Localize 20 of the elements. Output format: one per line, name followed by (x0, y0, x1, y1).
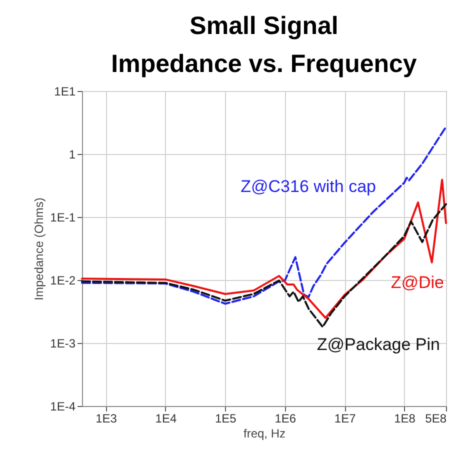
x-tick-label: 1E8 (394, 412, 416, 426)
y-tick-label: 1E1 (54, 84, 76, 98)
y-tick-label: 1E-3 (50, 336, 76, 350)
x-tick-label: 1E6 (274, 412, 296, 426)
y-tick-label: 1 (68, 148, 76, 162)
text: Small Signal (190, 12, 338, 40)
y-axis-title: Impedance (Ohms) (32, 198, 46, 300)
series-label: Z@Die (390, 273, 444, 292)
x-tick-label: 1E7 (334, 412, 356, 426)
text: Impedance vs. Frequency (111, 50, 417, 78)
y-tick-label: 1E-2 (50, 274, 76, 288)
y-tick-label: 1E-4 (50, 400, 76, 414)
y-tick-label: 1E-1 (50, 210, 76, 224)
series-label: Z@C316 with cap (240, 176, 376, 196)
x-tick-label: 5E8 (425, 412, 447, 426)
x-tick-label: 1E4 (155, 412, 177, 426)
x-tick-label: 1E3 (96, 412, 118, 426)
x-axis-title: freq, Hz (243, 426, 286, 440)
series-label: Z@Package Pin (316, 335, 440, 354)
x-tick-label: 1E5 (214, 412, 237, 426)
